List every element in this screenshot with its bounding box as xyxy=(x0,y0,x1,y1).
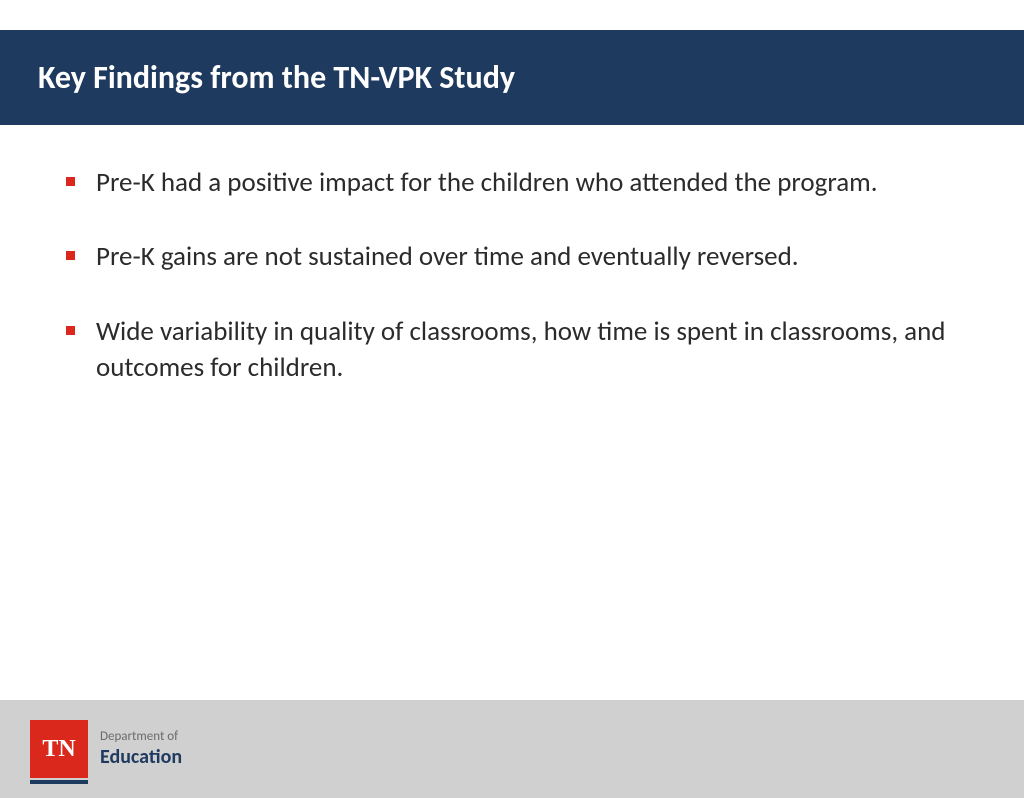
tn-logo-box: TN xyxy=(30,720,88,778)
slide-title: Key Findings from the TN-VPK Study xyxy=(38,58,986,97)
department-name: Education xyxy=(100,745,182,769)
content-area: Pre-K had a positive impact for the chil… xyxy=(0,125,1024,445)
header-band: Key Findings from the TN-VPK Study xyxy=(0,30,1024,125)
footer-logo-group: TN Department of Education xyxy=(30,720,182,778)
department-label: Department of Education xyxy=(100,729,182,769)
bullet-marker-icon xyxy=(66,177,75,186)
bullet-item: Pre-K had a positive impact for the chil… xyxy=(60,165,964,201)
bullet-item: Wide variability in quality of classroom… xyxy=(60,314,964,387)
tn-logo-text: TN xyxy=(42,736,75,763)
department-prefix: Department of xyxy=(100,729,182,744)
footer-band: TN Department of Education xyxy=(0,700,1024,798)
bullet-item: Pre-K gains are not sustained over time … xyxy=(60,239,964,275)
bullet-marker-icon xyxy=(66,326,75,335)
bullet-text: Pre-K had a positive impact for the chil… xyxy=(96,166,878,199)
bullet-text: Wide variability in quality of classroom… xyxy=(96,315,945,384)
logo-underline xyxy=(30,780,88,784)
bullet-text: Pre-K gains are not sustained over time … xyxy=(96,240,799,273)
bullet-marker-icon xyxy=(66,251,75,260)
bullet-list: Pre-K had a positive impact for the chil… xyxy=(60,165,964,387)
